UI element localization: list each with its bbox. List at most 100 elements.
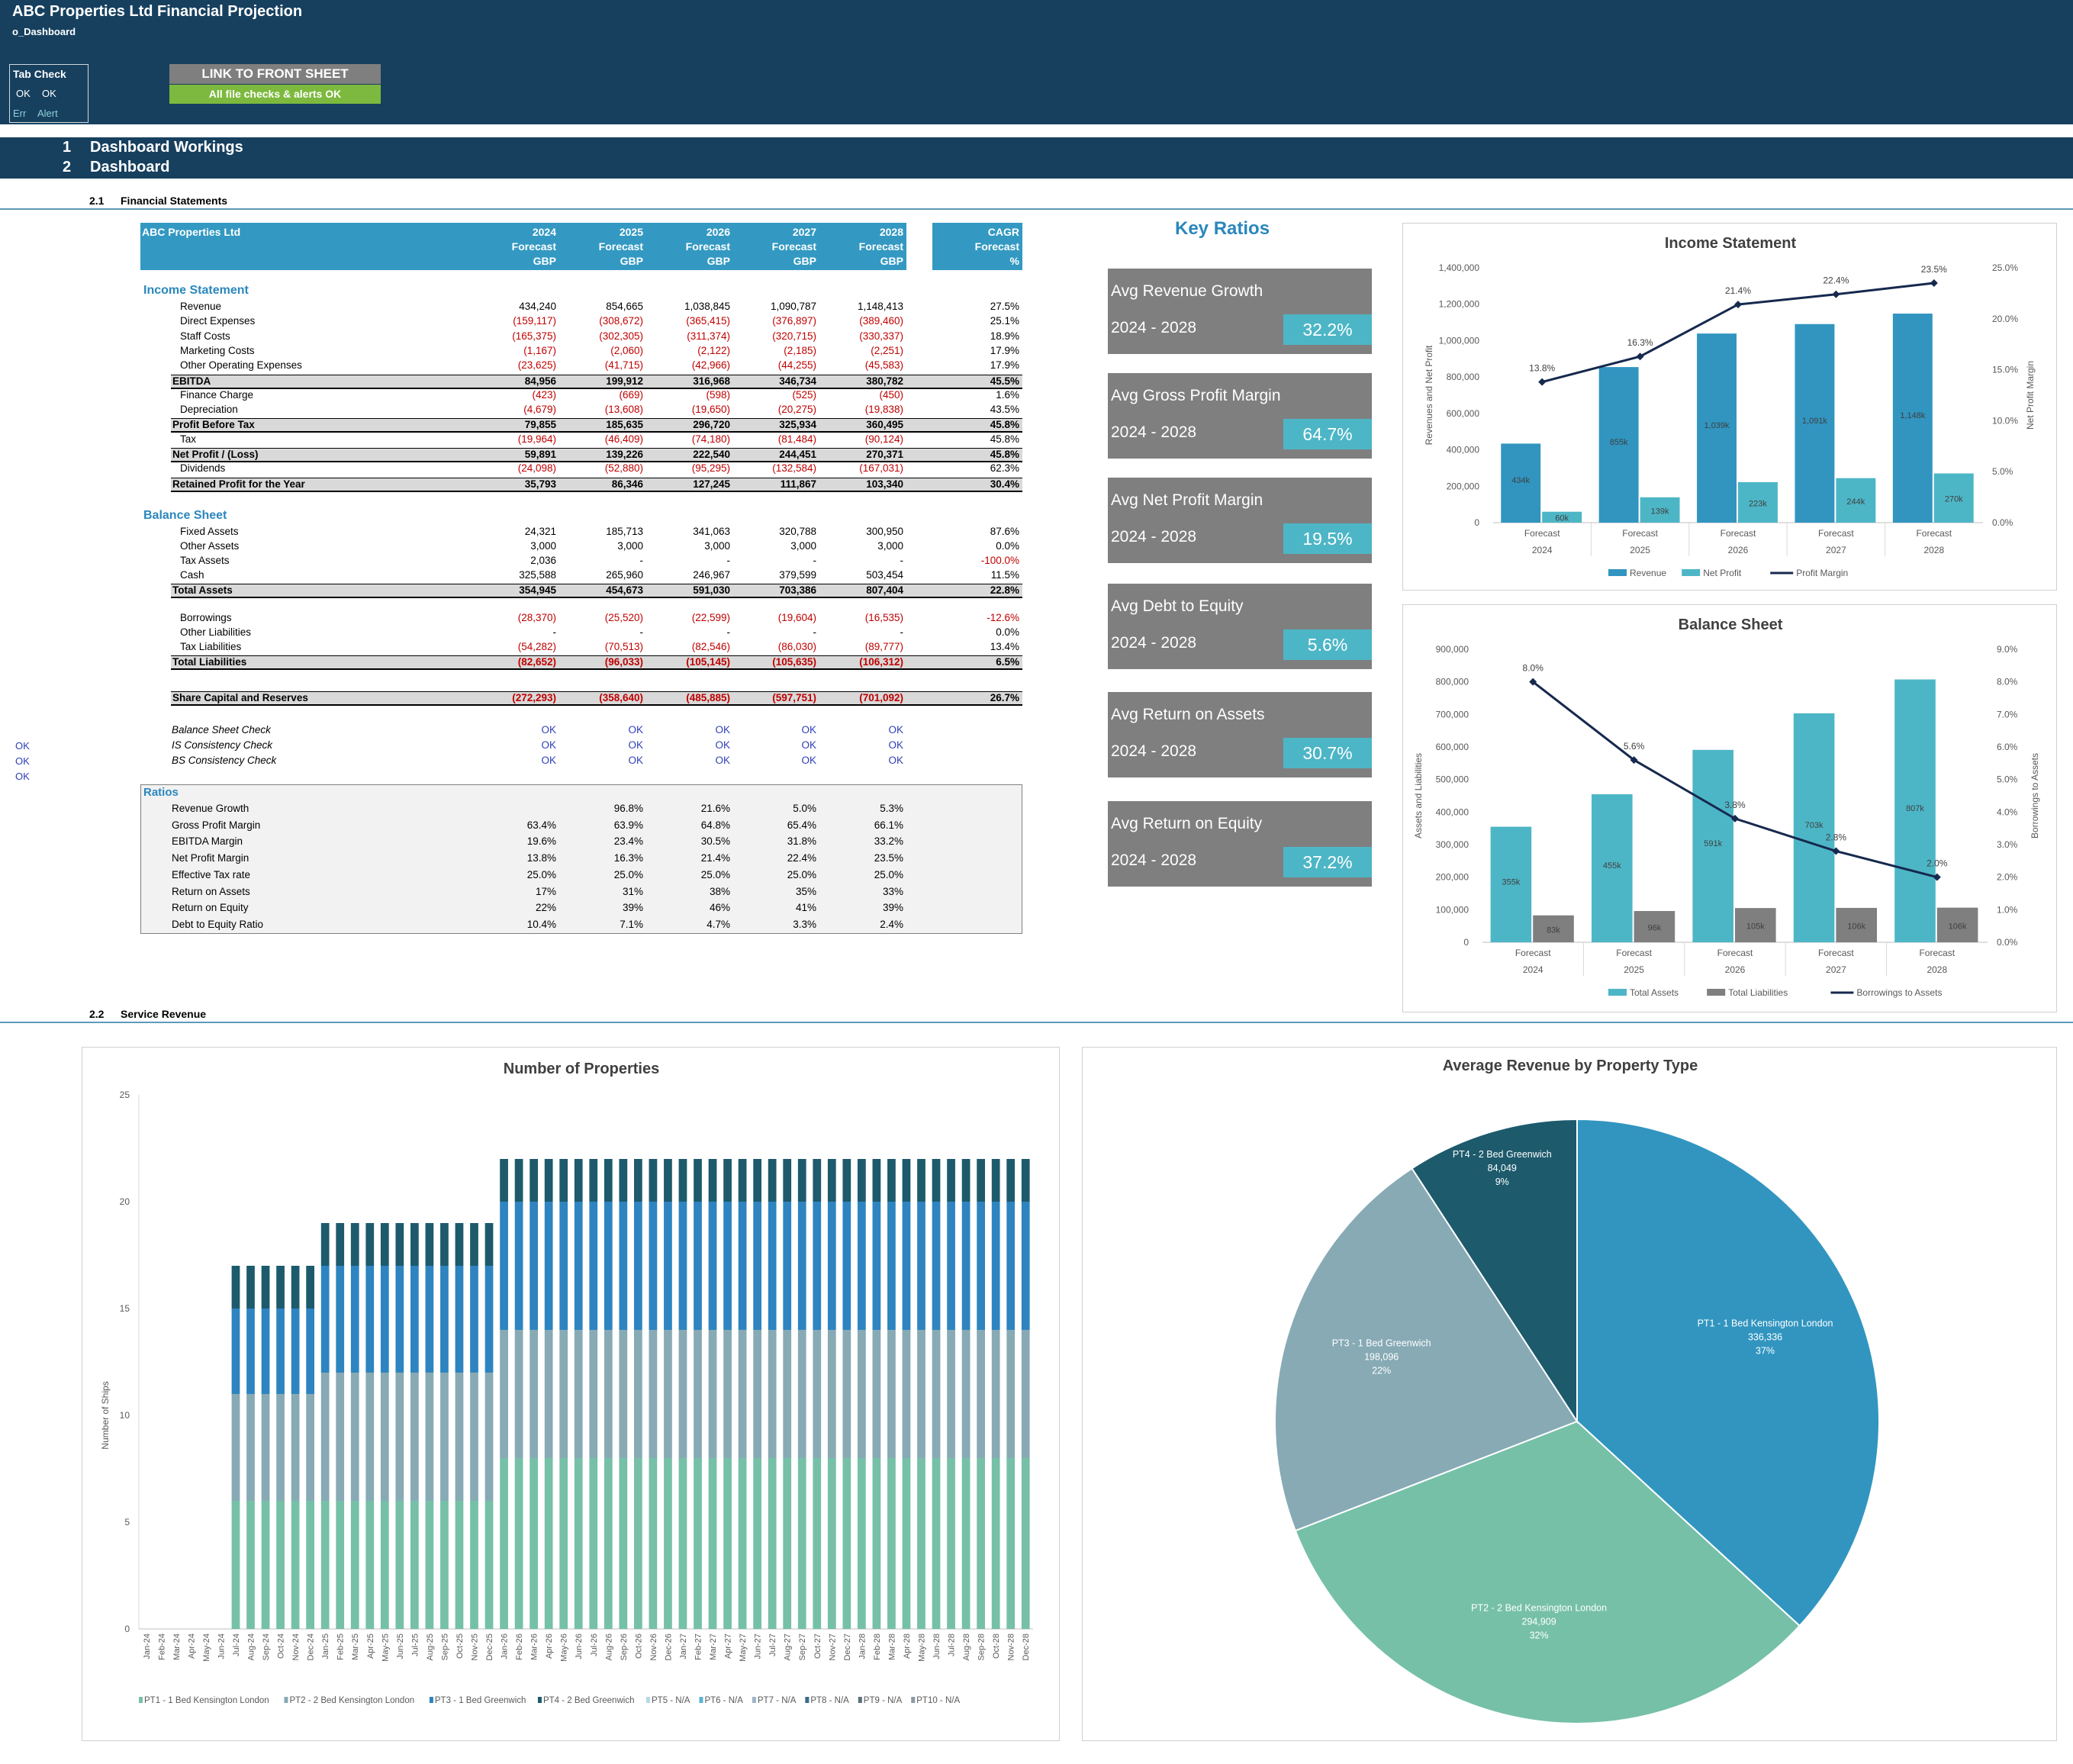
subsection-service-revenue: Service Revenue (121, 1008, 207, 1020)
stacked-bar-segment (991, 1458, 1000, 1629)
ratio-value: 3.3% (793, 918, 816, 930)
stacked-bar-segment (753, 1330, 762, 1458)
row-value: (41,715) (604, 359, 643, 372)
bar-total-liabilities (1533, 915, 1574, 942)
tab-check-ok-1: OK (16, 88, 31, 99)
stacked-bar-segment (977, 1458, 986, 1629)
legend-label: PT7 - N/A (758, 1696, 797, 1705)
row-value: 199,912 (606, 375, 643, 387)
stacked-bar-segment (768, 1330, 777, 1458)
stacked-bar-segment (440, 1501, 449, 1629)
row-value: 246,967 (693, 569, 730, 581)
stacked-bar-segment (664, 1159, 672, 1202)
row-value: (19,964) (517, 433, 556, 445)
company-name: ABC Properties Ltd (142, 226, 241, 238)
stacked-bar-segment (470, 1223, 478, 1266)
x-tick-label: Jul-28 (948, 1634, 957, 1656)
stacked-bar-segment (932, 1458, 941, 1629)
divider (0, 1022, 2073, 1023)
stacked-bar-segment (917, 1159, 925, 1202)
stacked-bar-segment (291, 1394, 300, 1501)
x-tick-label: Sep-24 (262, 1634, 271, 1660)
key-ratio-card: Avg Return on Equity 2024 - 2028 37.2% (1108, 801, 1372, 887)
section-dashboard-workings[interactable]: Dashboard Workings (90, 139, 243, 156)
ratios-box (140, 784, 1022, 934)
forecast-label: Forecast (685, 240, 730, 253)
line-point (1933, 873, 1941, 881)
row-label: EBITDA (172, 375, 211, 387)
x-tick-label: Feb-25 (336, 1634, 346, 1660)
bar-data-label: 223k (1749, 499, 1767, 508)
section-dashboard[interactable]: Dashboard (90, 159, 170, 175)
row-value: 300,950 (866, 526, 903, 537)
stacked-bar-segment (589, 1159, 598, 1202)
stacked-bar-segment (589, 1330, 598, 1458)
category-group-label: Forecast (1818, 528, 1854, 539)
row-label: Retained Profit for the Year (172, 478, 305, 490)
row-cagr: -12.6% (987, 612, 1019, 623)
stacked-bar-segment (336, 1501, 345, 1629)
cagr-unit: % (1009, 255, 1019, 267)
stacked-bar-segment (738, 1159, 747, 1202)
stacked-bar-segment (753, 1202, 762, 1330)
check-row: BS Consistency Check OK OK OK OK OK (140, 755, 1022, 769)
key-ratio-period: 2024 - 2028 (1111, 851, 1197, 869)
row-label: Depreciation (180, 404, 238, 416)
legend-swatch (805, 1697, 810, 1703)
bar-data-label: 703k (1805, 821, 1824, 830)
line-point (1529, 678, 1537, 686)
stacked-bar-segment (455, 1223, 464, 1266)
x-tick-label: May-28 (918, 1634, 927, 1662)
key-ratio-label: Avg Return on Equity (1111, 815, 1263, 832)
row-cagr: 87.6% (990, 526, 1019, 537)
stacked-bar-segment (768, 1159, 777, 1202)
stacked-bar-segment (917, 1202, 925, 1330)
year-header: 2028 (879, 226, 903, 238)
stacked-bar-segment (261, 1501, 270, 1629)
bar-total-liabilities (1836, 907, 1878, 942)
table-row: Net Profit / (Loss) 59,891 139,226 222,540 2… (171, 448, 1022, 462)
link-to-front-sheet-button[interactable]: LINK TO FRONT SHEET (169, 64, 381, 84)
chart-title: Balance Sheet (1679, 616, 1783, 633)
check-label: BS Consistency Check (172, 755, 277, 766)
row-value: (365,415) (686, 315, 730, 327)
x-tick-label: Nov-24 (291, 1634, 301, 1660)
stacked-bar-segment (678, 1458, 687, 1629)
ratio-value: 63.9% (613, 819, 643, 831)
stacked-bar-segment (694, 1330, 702, 1458)
left-ok-flag: OK (15, 771, 30, 782)
stacked-bar-segment (455, 1501, 464, 1629)
row-cagr: 1.6% (996, 388, 1019, 401)
stacked-bar-segment (530, 1458, 539, 1629)
stacked-bar-segment (678, 1159, 687, 1202)
x-tick-label: Sep-26 (620, 1634, 629, 1660)
row-cagr: 11.5% (990, 569, 1019, 581)
x-tick-label: Sep-28 (977, 1634, 987, 1660)
row-label: Other Assets (180, 540, 240, 552)
ratio-label: Return on Equity (172, 902, 249, 914)
legend-label: Borrowings to Assets (1856, 987, 1942, 998)
legend-label: PT8 - N/A (810, 1696, 849, 1705)
pie-slice-name: PT3 - 1 Bed Greenwich (1332, 1338, 1431, 1349)
stacked-bar-segment (276, 1309, 285, 1394)
stacked-bar-segment (231, 1394, 240, 1501)
legend-swatch (699, 1697, 703, 1703)
currency-label: GBP (880, 255, 903, 267)
row-value: 244,451 (779, 449, 816, 460)
stacked-bar-segment (977, 1330, 986, 1458)
ratio-value: 39% (882, 902, 903, 914)
stacked-bar-segment (768, 1202, 777, 1330)
stacked-bar-segment (977, 1202, 986, 1330)
row-value: 341,063 (693, 526, 730, 537)
currency-label: GBP (793, 255, 816, 267)
row-value: - (639, 555, 644, 566)
row-value: - (726, 626, 731, 638)
row-value: 3,000 (530, 540, 556, 552)
x-tick-label: May-24 (202, 1634, 211, 1662)
row-value: 296,720 (693, 419, 730, 431)
category-label: 2024 (1523, 964, 1543, 975)
x-tick-label: Jan-28 (858, 1634, 867, 1659)
legend-label: PT2 - 2 Bed Kensington London (289, 1696, 414, 1705)
row-value: 380,782 (866, 375, 903, 387)
stacked-bar-segment (395, 1373, 404, 1501)
